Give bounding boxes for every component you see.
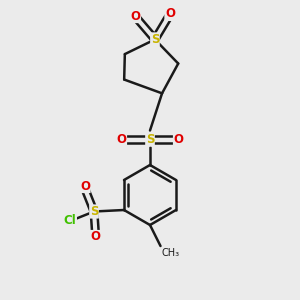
Text: S: S bbox=[90, 205, 98, 218]
Text: O: O bbox=[91, 230, 100, 244]
Text: S: S bbox=[146, 133, 154, 146]
Text: O: O bbox=[165, 8, 175, 20]
Text: O: O bbox=[173, 133, 184, 146]
Text: O: O bbox=[80, 179, 90, 193]
Text: Cl: Cl bbox=[64, 214, 76, 227]
Text: O: O bbox=[116, 133, 127, 146]
Text: S: S bbox=[151, 33, 159, 46]
Text: O: O bbox=[130, 10, 140, 22]
Text: CH₃: CH₃ bbox=[162, 248, 180, 257]
